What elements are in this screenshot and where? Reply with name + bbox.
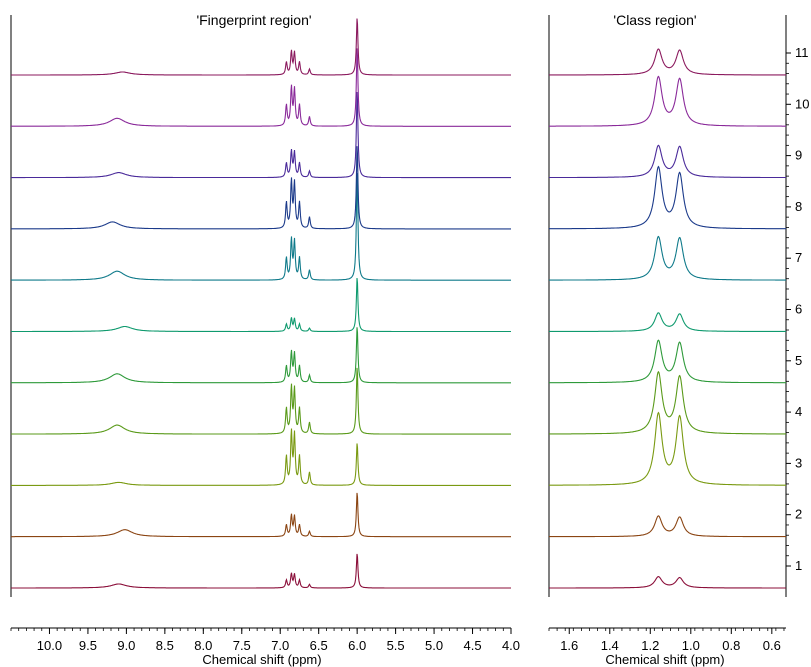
fingerprint-xlabel: Chemical shift (ppm) bbox=[202, 652, 321, 667]
fingerprint-spectrum-10 bbox=[11, 48, 511, 127]
fingerprint-x-tick-label: 8.5 bbox=[156, 638, 174, 653]
class-xlabel: Chemical shift (ppm) bbox=[605, 652, 724, 667]
fingerprint-x-tick-label: 4.0 bbox=[502, 638, 520, 653]
index-label-1: 1 bbox=[795, 558, 802, 573]
fingerprint-title: 'Fingerprint region' bbox=[196, 12, 311, 28]
fingerprint-spectrum-2 bbox=[11, 492, 511, 538]
class-spectrum-3 bbox=[549, 411, 786, 486]
index-label-5: 5 bbox=[795, 353, 802, 368]
fingerprint-x-tick-label: 10.0 bbox=[37, 638, 62, 653]
class-spectrum-8 bbox=[549, 165, 786, 230]
fingerprint-x-tick-label: 9.5 bbox=[79, 638, 97, 653]
class-spectrum-4 bbox=[549, 370, 786, 435]
class-spectrum-1 bbox=[549, 576, 786, 589]
index-label-7: 7 bbox=[795, 250, 802, 265]
index-label-8: 8 bbox=[795, 199, 802, 214]
fingerprint-spectrum-11 bbox=[11, 18, 511, 76]
fingerprint-x-tick-label: 6.5 bbox=[310, 638, 328, 653]
index-label-10: 10 bbox=[795, 96, 809, 111]
fingerprint-spectrum-8 bbox=[11, 146, 511, 230]
index-label-6: 6 bbox=[795, 302, 802, 317]
fingerprint-spectrum-5 bbox=[11, 327, 511, 384]
class-x-tick-label: 1.4 bbox=[601, 638, 619, 653]
class-spectrum-2 bbox=[549, 515, 786, 538]
class-spectrum-10 bbox=[549, 75, 786, 127]
index-label-2: 2 bbox=[795, 507, 802, 522]
fingerprint-spectrum-9 bbox=[11, 91, 511, 179]
class-x-tick-label: 0.8 bbox=[722, 638, 740, 653]
class-x-tick-label: 1.2 bbox=[641, 638, 659, 653]
fingerprint-region-plot: 10.0 9.5 9.0 8.5 8.0 7.5 7.0 6.5 6.0 5.5 5.0 4.5 4.0 bbox=[10, 15, 520, 653]
fingerprint-x-tick-label: 8.0 bbox=[194, 638, 212, 653]
class-spectrum-6 bbox=[548, 312, 786, 333]
fingerprint-x-tick-label: 7.5 bbox=[233, 638, 251, 653]
class-region-plot: 1.6 1.4 1.2 1.0 0.8 0.6 bbox=[548, 15, 787, 653]
fingerprint-spectrum-6 bbox=[11, 277, 511, 333]
class-spectrum-11 bbox=[549, 48, 786, 76]
fingerprint-spectrum-1 bbox=[11, 553, 511, 589]
fingerprint-x-tick-label: 6.0 bbox=[348, 638, 366, 653]
fingerprint-x-tick-label: 9.0 bbox=[117, 638, 135, 653]
index-label-11: 11 bbox=[795, 45, 809, 60]
fingerprint-spectrum-4 bbox=[11, 367, 511, 435]
fingerprint-x-tick-label: 5.0 bbox=[425, 638, 443, 653]
index-label-4: 4 bbox=[795, 404, 802, 419]
class-x-tick-label: 1.6 bbox=[560, 638, 578, 653]
spectrum-index-axis: 1 2 3 4 5 6 7 8 9 10 11 bbox=[786, 45, 809, 573]
fingerprint-spectrum-7 bbox=[11, 173, 511, 281]
class-x-tick-label: 1.0 bbox=[682, 638, 700, 653]
index-label-9: 9 bbox=[795, 148, 802, 163]
class-x-tick-label: 0.6 bbox=[763, 638, 781, 653]
fingerprint-x-tick-label: 5.5 bbox=[387, 638, 405, 653]
class-spectrum-9 bbox=[549, 144, 786, 179]
fingerprint-spectrum-3 bbox=[11, 428, 511, 486]
class-title: 'Class region' bbox=[613, 12, 696, 28]
fingerprint-x-tick-label: 7.0 bbox=[271, 638, 289, 653]
class-spectrum-7 bbox=[549, 235, 786, 281]
class-spectrum-5 bbox=[549, 339, 786, 384]
index-label-3: 3 bbox=[795, 455, 802, 470]
fingerprint-x-tick-label: 4.5 bbox=[463, 638, 481, 653]
